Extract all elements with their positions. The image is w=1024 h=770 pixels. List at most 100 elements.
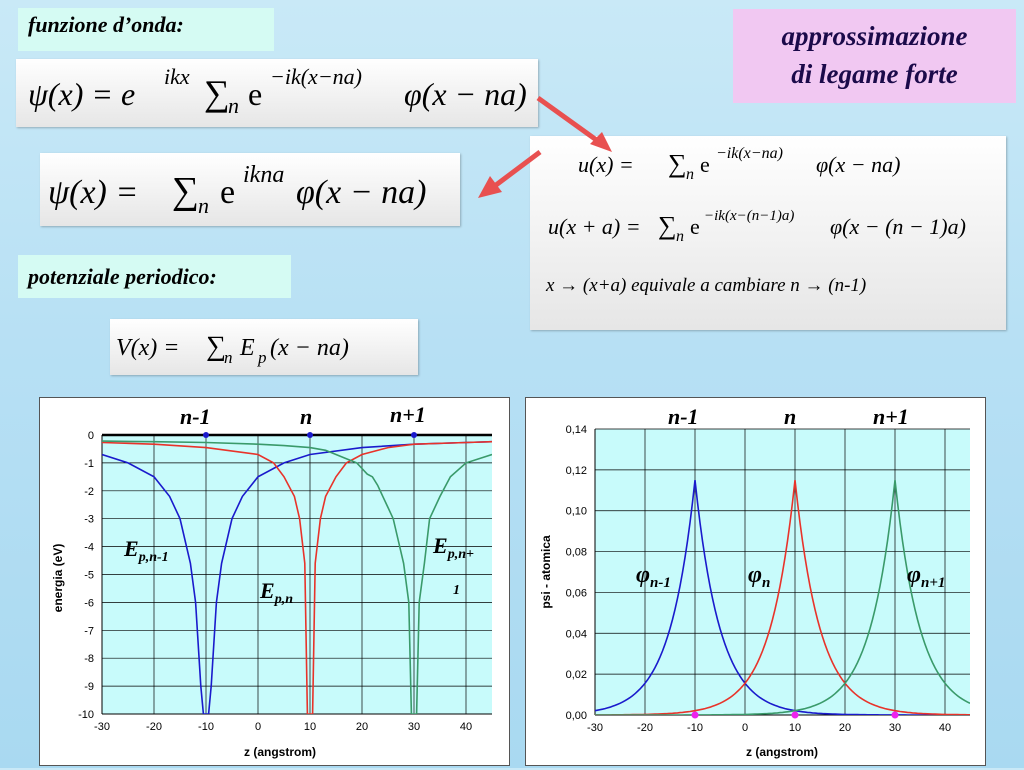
u-xa-sub: n — [676, 228, 684, 245]
curve-label-E-n+1-wrap: 1 — [453, 583, 460, 598]
y-tick-label: 0,02 — [566, 669, 587, 681]
potential-sub: n — [224, 348, 233, 367]
curve-label-phi-n: φn — [748, 562, 770, 591]
x-tick-label: 30 — [408, 721, 420, 733]
slide-title-line2: di legame forte — [791, 59, 958, 89]
energy-site-label-n-1: n-1 — [180, 404, 211, 429]
energy-chart: -30 -20 -10 0 10 20 30 40 0 -1 -2 -3 -4 -5 -6 -7 -8 -9 -10… — [39, 397, 510, 766]
x-tick-label: -20 — [146, 721, 162, 733]
y-tick-label: 0,06 — [566, 587, 587, 599]
wave-site-label-n+1: n+1 — [873, 404, 909, 429]
x-tick-label: 20 — [356, 721, 368, 733]
site-marker — [891, 711, 899, 719]
wave-function-label: funzione d’onda: — [18, 8, 274, 51]
psi-sum-e: e — [220, 174, 235, 211]
x-tick-label: -10 — [198, 721, 214, 733]
x-tick-label: -20 — [637, 722, 653, 734]
y-tick-label: 0,14 — [566, 424, 587, 436]
energy-ylabel: energia (eV) — [51, 544, 65, 613]
u-x-tail: φ(x − na) — [816, 152, 900, 177]
psi-sum-tail: φ(x − na) — [296, 174, 427, 211]
wave-site-label-n-1: n-1 — [668, 404, 699, 429]
u-xa-sup: −ik(x−(n−1)a) — [704, 208, 794, 224]
x-tick-label: 20 — [839, 722, 851, 734]
wavefunction-series — [595, 480, 970, 715]
potential-tail: (x − na) — [270, 335, 349, 361]
y-tick-label: -3 — [84, 514, 94, 526]
u-x-lhs: u(x) = — [578, 152, 634, 177]
y-tick-label: -9 — [84, 681, 94, 693]
x-tick-label: 30 — [889, 722, 901, 734]
curve-label-E-n+1: Ep,n+ — [432, 533, 474, 562]
svg-text:ψ(x) = e: ψ(x) = e — [28, 76, 135, 112]
periodic-potential-label: potenziale periodico: — [18, 255, 291, 298]
equivalence-note: x → (x+a) equivale a cambiare n → (n-1) — [545, 275, 866, 296]
wave-function-label-text: funzione d’onda: — [28, 12, 184, 37]
site-marker — [791, 711, 799, 719]
energy-site-label-n+1: n+1 — [390, 402, 426, 427]
wave-site-label-n: n — [784, 404, 796, 429]
psi-sum-sup: ikna — [243, 162, 284, 188]
y-tick-label: 0 — [88, 430, 94, 442]
energy-xlabel: z (angstrom) — [244, 745, 316, 759]
site-marker — [307, 432, 313, 438]
series-line-3 — [595, 480, 970, 715]
series-line-3 — [102, 440, 492, 714]
potential-E: E — [239, 335, 255, 361]
wavefunction-ylabel: psi - atomica — [539, 535, 553, 609]
y-tick-label: -10 — [78, 709, 94, 721]
psi-bloch-lhs: ψ(x) = e — [28, 76, 135, 112]
curve-label-E-n-1: Ep,n-1 — [123, 536, 169, 565]
y-tick-label: 0,10 — [566, 506, 587, 518]
equation-potential: V(x) = ∑ n E p (x − na) — [110, 319, 418, 375]
curve-label-E-n: Ep,n — [259, 578, 293, 607]
psi-bloch-sup1: ikx — [164, 64, 190, 89]
periodic-potential-label-text: potenziale periodico: — [28, 264, 217, 289]
y-tick-label: 0,12 — [566, 465, 587, 477]
psi-sum-sub: n — [198, 193, 209, 218]
x-tick-label: -10 — [687, 722, 703, 734]
site-marker — [691, 711, 699, 719]
energy-site-label-n: n — [300, 404, 312, 429]
equation-psi-sum: ψ(x) = ∑ n e ikna φ(x − na) — [40, 153, 460, 226]
arrow-u-to-psi — [478, 150, 542, 198]
u-x-sup: −ik(x−na) — [716, 145, 783, 162]
x-tick-label: 0 — [255, 721, 261, 733]
u-xa-e: e — [690, 214, 700, 239]
y-tick-label: 0,04 — [566, 628, 587, 640]
y-tick-label: -2 — [84, 486, 94, 498]
psi-bloch-e2: e — [248, 76, 262, 112]
psi-sum-lhs: ψ(x) = — [48, 174, 138, 211]
u-x-sub: n — [686, 166, 694, 183]
energy-tick-labels: -30 -20 -10 0 10 20 30 40 0 -1 -2 -3 -4 -5 -6 -7 -8 -9 -10 — [78, 430, 472, 733]
energy-site-markers — [203, 432, 417, 438]
x-tick-label: 40 — [460, 721, 472, 733]
slide-title: approssimazione di legame forte — [733, 9, 1016, 103]
y-tick-label: 0,00 — [566, 710, 587, 722]
site-marker — [203, 432, 209, 438]
psi-bloch-sum-sub: n — [228, 93, 239, 118]
equation-psi-bloch: ψ(x) = e ikx ∑ n e −ik(x−na) φ(x − na) — [16, 59, 538, 127]
y-tick-label: -6 — [84, 597, 94, 609]
wavefunction-tick-labels: -30 -20 -10 0 10 20 30 40 0,00 0,02 0,04 0,06 0,08 0,… — [566, 424, 952, 734]
wavefunction-xlabel: z (angstrom) — [746, 745, 818, 759]
curve-label-phi-n+1: φn+1 — [907, 562, 945, 591]
y-tick-label: -7 — [84, 625, 94, 637]
energy-series — [102, 440, 492, 714]
series-line-2 — [102, 440, 492, 714]
slide-title-line1: approssimazione — [781, 21, 968, 51]
potential-sum: ∑ — [206, 331, 226, 362]
curve-label-phi-n-1: φn-1 — [636, 562, 671, 591]
y-tick-label: -1 — [84, 458, 94, 470]
y-tick-label: -5 — [84, 570, 94, 582]
x-tick-label: 0 — [742, 722, 748, 734]
equation-panel-u: u(x) = ∑ n e −ik(x−na) φ(x − na) u(x + a… — [530, 136, 1006, 330]
y-tick-label: -8 — [84, 653, 94, 665]
psi-bloch-sup2: −ik(x−na) — [270, 64, 362, 89]
u-xa-sum: ∑ — [658, 211, 677, 240]
arrow-psi-to-u — [536, 95, 612, 152]
psi-bloch-tail: φ(x − na) — [404, 76, 527, 112]
potential-lhs: V(x) = — [116, 335, 180, 361]
x-tick-label: 10 — [304, 721, 316, 733]
x-tick-label: 40 — [939, 722, 951, 734]
